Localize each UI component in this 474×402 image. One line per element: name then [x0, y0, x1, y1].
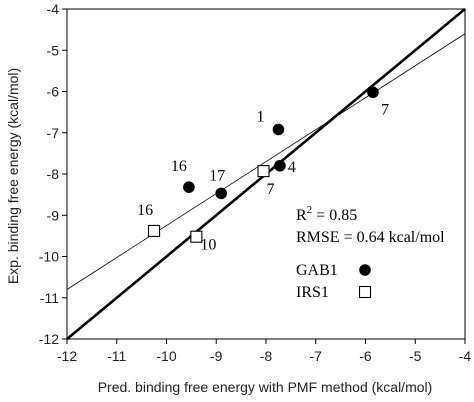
x-tick-label: -9 — [210, 348, 223, 364]
x-axis-title: Pred. binding free energy with PMF metho… — [98, 379, 433, 395]
x-tick-label: -7 — [310, 348, 323, 364]
gab1-point — [274, 159, 286, 172]
y-tick-label: -5 — [47, 42, 60, 58]
x-tick-label: -5 — [409, 348, 422, 364]
r-squared-superscript: 2 — [307, 204, 313, 216]
x-tick-label: -12 — [57, 348, 77, 364]
irs1-point — [257, 165, 270, 178]
y-tick-label: -12 — [39, 331, 59, 347]
gab1-point — [215, 187, 228, 200]
x-tick-label: -4 — [459, 348, 472, 364]
gab1-point — [183, 181, 195, 193]
legend: GAB1 IRS1 — [296, 262, 372, 301]
r-squared-annotation: R2 = 0.85 — [296, 204, 357, 224]
x-tick-label: -6 — [359, 348, 372, 364]
x-tick-label: -11 — [107, 348, 126, 364]
r-squared-value: = 0.85 — [312, 207, 357, 224]
x-axis-ticks: -12 -11 -10 -9 -8 -7 -6 -5 -4 — [57, 339, 472, 364]
y-tick-label: -7 — [47, 125, 60, 141]
y-axis-ticks: -12 -11 -10 -9 -8 -7 -6 -5 -4 — [39, 1, 67, 347]
r-squared-prefix: R — [296, 207, 307, 224]
x-tick-label: -8 — [260, 348, 273, 364]
y-tick-label: -4 — [47, 1, 60, 17]
data-points — [148, 86, 379, 243]
gab1-point — [367, 86, 379, 99]
legend-marker-gab1 — [359, 264, 371, 276]
legend-label-gab1: GAB1 — [296, 262, 338, 279]
y-tick-label: -10 — [39, 249, 59, 265]
y-tick-label: -8 — [47, 166, 60, 182]
irs1-point-label: 7 — [267, 181, 275, 198]
y-tick-label: -6 — [47, 84, 60, 100]
legend-marker-irs1 — [358, 285, 372, 299]
gab1-point-label: 16 — [171, 158, 187, 175]
regression-line — [66, 33, 466, 290]
legend-label-irs1: IRS1 — [296, 284, 329, 301]
gab1-point-label: 7 — [381, 101, 389, 118]
gab1-point-label: 4 — [288, 159, 296, 176]
irs1-point-label: 10 — [200, 237, 216, 254]
gab1-point — [272, 123, 285, 136]
y-tick-label: -11 — [40, 290, 59, 306]
irs1-point-label: 16 — [137, 202, 153, 219]
gab1-point-label: 17 — [209, 167, 225, 184]
irs1-point — [148, 224, 161, 237]
y-tick-label: -9 — [47, 207, 60, 223]
irs1-point — [190, 230, 203, 243]
x-tick-label: -10 — [156, 348, 176, 364]
gab1-point-label: 1 — [256, 108, 264, 125]
rmse-annotation: RMSE = 0.64 kcal/mol — [296, 229, 445, 246]
y-axis-title: Exp. binding free energy (kcal/mol) — [5, 68, 21, 284]
